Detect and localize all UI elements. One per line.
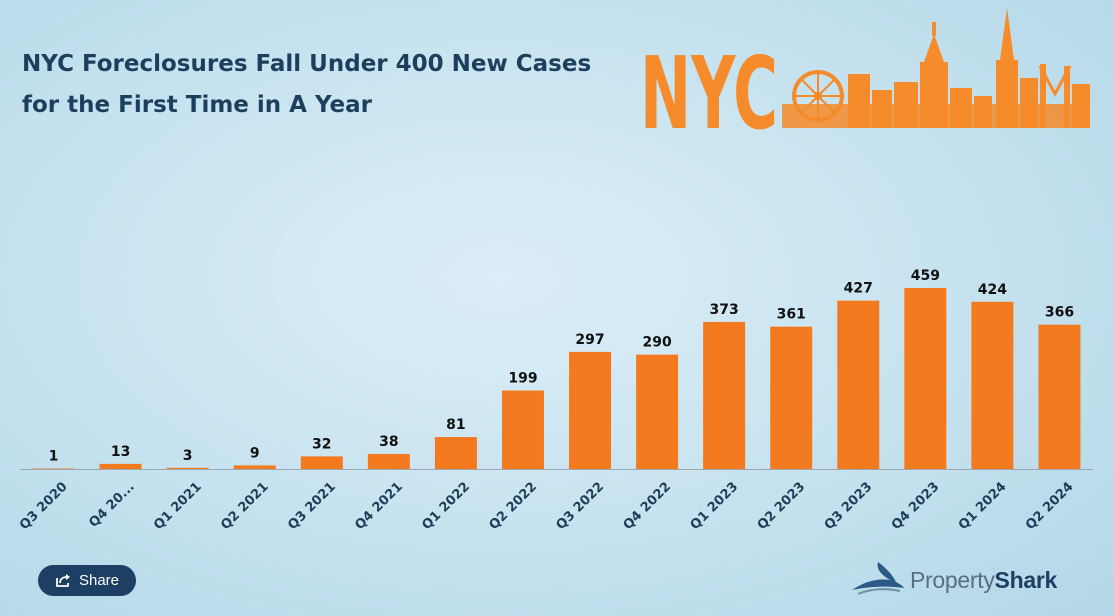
share-icon [56, 574, 70, 587]
brand-name-part1: Property [910, 566, 995, 593]
data-label-3: 9 [250, 445, 260, 461]
bar-3[interactable] [233, 465, 276, 469]
x-tick-label-10: Q1 2023 [688, 479, 742, 533]
nyc-logo-text: NYC [640, 35, 778, 132]
bar-9[interactable] [636, 354, 679, 469]
bar-11[interactable] [770, 326, 813, 469]
bar-4[interactable] [300, 456, 343, 469]
bar-6[interactable] [434, 437, 477, 469]
nyc-skyline-logo: NYC [640, 8, 1090, 132]
x-tick-label-13: Q4 2023 [889, 479, 943, 533]
brand-name-part2: Shark [994, 566, 1058, 593]
x-tick-label-5: Q4 2021 [352, 479, 406, 533]
x-tick-label-12: Q3 2023 [822, 479, 876, 533]
x-tick-label-6: Q1 2022 [419, 479, 473, 533]
data-label-8: 297 [575, 332, 604, 348]
bar-5[interactable] [367, 454, 410, 469]
x-tick-label-2: Q1 2021 [151, 479, 205, 533]
bar-10[interactable] [703, 321, 746, 469]
data-label-1: 13 [111, 444, 130, 460]
data-label-7: 199 [508, 371, 537, 387]
data-label-6: 81 [446, 417, 465, 433]
bar-7[interactable] [501, 390, 544, 469]
data-label-12: 427 [844, 281, 873, 297]
brand-name: PropertyShark [910, 567, 1057, 594]
bar-13[interactable] [904, 288, 947, 469]
data-label-5: 38 [379, 434, 398, 450]
x-tick-label-7: Q2 2022 [486, 479, 540, 533]
x-tick-label-9: Q4 2022 [621, 479, 675, 533]
chart-title: NYC Foreclosures Fall Under 400 New Case… [22, 44, 622, 126]
x-tick-label-8: Q3 2022 [553, 479, 607, 533]
bar-8[interactable] [569, 351, 612, 469]
bar-14[interactable] [971, 301, 1014, 469]
share-button[interactable]: Share [38, 565, 136, 596]
bar-12[interactable] [837, 300, 880, 469]
x-tick-label-4: Q3 2021 [285, 479, 339, 533]
x-tick-label-14: Q1 2024 [956, 479, 1010, 533]
title-line-2: for the First Time in A Year [22, 92, 372, 118]
bar-1[interactable] [99, 463, 142, 469]
x-tick-label-15: Q2 2024 [1023, 479, 1077, 533]
data-label-4: 32 [312, 436, 331, 452]
bar-2[interactable] [166, 467, 209, 469]
x-tick-label-3: Q2 2021 [218, 479, 272, 533]
data-label-13: 459 [911, 268, 940, 284]
bar-0[interactable] [32, 468, 75, 470]
data-label-14: 424 [978, 282, 1007, 298]
data-label-9: 290 [642, 335, 671, 351]
x-tick-label-11: Q2 2023 [755, 479, 809, 533]
propertyshark-logo: PropertyShark [850, 558, 1080, 602]
data-label-0: 1 [49, 449, 59, 465]
data-label-15: 366 [1045, 305, 1074, 321]
bar-15[interactable] [1038, 324, 1081, 469]
data-label-2: 3 [183, 448, 193, 464]
share-label: Share [78, 572, 120, 589]
x-tick-label-0: Q3 2020 [17, 479, 71, 533]
shark-fin-icon [852, 562, 904, 595]
data-label-10: 373 [710, 302, 739, 318]
x-tick-label-1: Q4 20... [86, 479, 137, 530]
data-label-11: 361 [777, 307, 806, 323]
title-line-1: NYC Foreclosures Fall Under 400 New Case… [22, 51, 592, 77]
